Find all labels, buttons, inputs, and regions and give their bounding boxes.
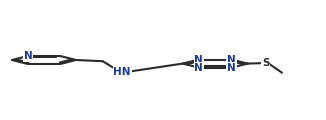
Text: N: N: [227, 55, 236, 65]
Text: N: N: [195, 55, 203, 65]
Text: S: S: [262, 58, 270, 68]
Text: N: N: [195, 63, 203, 73]
Text: HN: HN: [113, 67, 131, 77]
Text: N: N: [227, 63, 236, 73]
Text: N: N: [24, 51, 32, 61]
